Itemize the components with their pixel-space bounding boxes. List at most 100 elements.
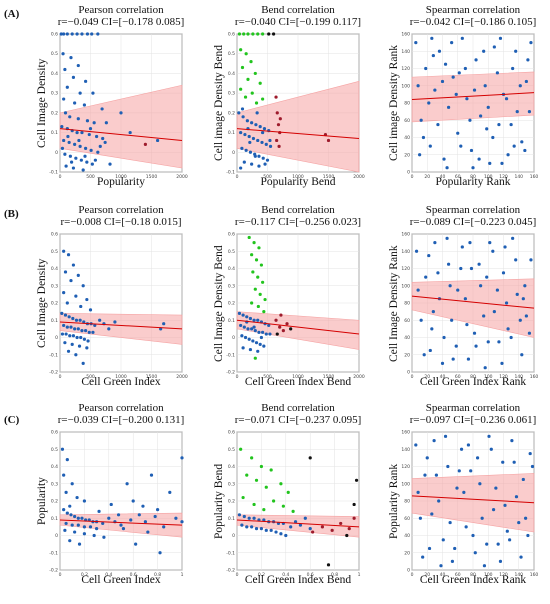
y-tick-label: 0.2 xyxy=(51,110,58,116)
x-tick-label: 20 xyxy=(424,572,430,578)
y-tick-label: 80 xyxy=(404,101,410,107)
data-point xyxy=(250,121,254,125)
x-tick-label: 160 xyxy=(530,374,539,380)
data-point xyxy=(421,555,425,559)
data-point xyxy=(498,559,503,563)
data-point xyxy=(509,122,513,127)
y-tick-label: 0.5 xyxy=(51,447,58,453)
data-point xyxy=(241,346,245,350)
data-point xyxy=(485,275,489,279)
data-point xyxy=(459,144,463,148)
data-point xyxy=(257,246,261,250)
data-point xyxy=(158,551,162,555)
data-point xyxy=(74,318,79,322)
data-point xyxy=(237,111,241,115)
correlation-stat: r=−0.071 CI=[−0.237 0.095] xyxy=(234,414,362,426)
y-tick-label: 0 xyxy=(407,568,410,574)
data-point xyxy=(520,353,524,357)
y-tick-label: -0.1 xyxy=(226,550,235,556)
y-tick-label: 100 xyxy=(401,83,410,89)
correlation-stat: r=−0.049 CI=[−0.178 0.085] xyxy=(57,16,185,28)
x-tick-label: 1000 xyxy=(292,374,304,380)
x-tick-label: 20 xyxy=(424,174,430,180)
data-point xyxy=(251,136,256,141)
correlation-stat: r=−0.089 CI=[−0.223 0.045] xyxy=(409,216,537,228)
data-point xyxy=(79,335,83,340)
data-point xyxy=(339,521,343,526)
data-point xyxy=(108,162,112,166)
y-tick-label: 0.2 xyxy=(51,301,58,307)
data-point xyxy=(414,443,418,447)
data-point xyxy=(92,121,96,125)
data-point xyxy=(486,105,490,109)
data-point xyxy=(98,144,102,148)
x-tick-label: 0.8 xyxy=(154,572,161,578)
x-tick-label: 40 xyxy=(440,572,446,578)
data-point xyxy=(121,527,126,531)
data-point xyxy=(482,49,486,53)
data-point xyxy=(262,344,266,348)
data-point xyxy=(81,168,85,172)
data-point xyxy=(69,160,74,164)
data-point xyxy=(275,332,279,336)
data-point xyxy=(168,490,172,494)
data-point xyxy=(251,32,255,36)
y-tick-label: 0.4 xyxy=(51,266,58,272)
chart-title: Bend correlation xyxy=(261,402,335,414)
data-point xyxy=(91,330,95,334)
data-point xyxy=(261,32,265,36)
data-point xyxy=(521,477,525,482)
data-point xyxy=(67,315,71,319)
data-point xyxy=(81,284,85,288)
y-tick-label: 20 xyxy=(404,352,410,358)
data-point xyxy=(469,148,474,153)
y-tick-label: 0.5 xyxy=(51,51,58,57)
data-point xyxy=(488,241,492,245)
data-point xyxy=(250,327,254,331)
data-point xyxy=(483,366,487,370)
data-point xyxy=(459,447,464,451)
data-point xyxy=(259,263,263,267)
data-point xyxy=(60,146,65,150)
y-tick-label: 0 xyxy=(232,150,235,156)
panel-title: Bend correlation r=−0.040 CI=[−0.199 0.11… xyxy=(208,4,388,28)
data-point xyxy=(441,538,445,542)
data-point xyxy=(504,97,509,101)
data-point xyxy=(63,152,67,156)
data-point xyxy=(515,292,519,296)
x-tick-label: 160 xyxy=(530,572,539,578)
data-point xyxy=(279,532,283,536)
data-point xyxy=(508,538,512,542)
data-point xyxy=(87,132,91,137)
data-point xyxy=(450,559,455,563)
data-point xyxy=(256,349,260,353)
data-point xyxy=(237,311,242,315)
data-point xyxy=(514,49,518,53)
x-tick-label: 0 xyxy=(59,174,62,180)
y-tick-label: 0.5 xyxy=(228,447,235,453)
panel-title: Bend correlation r=−0.117 CI=[−0.256 0.02… xyxy=(208,204,388,228)
data-point xyxy=(66,134,70,139)
x-tick-label: 0.2 xyxy=(81,572,88,578)
y-tick-label: 0 xyxy=(407,370,410,376)
correlation-stat: r=−0.008 CI=[−0.18 0.015] xyxy=(60,216,182,228)
y-tick-label: 60 xyxy=(404,516,410,522)
x-tick-label: 140 xyxy=(514,174,523,180)
data-point xyxy=(416,84,420,88)
data-point xyxy=(250,91,254,95)
data-point xyxy=(256,138,260,143)
data-point xyxy=(85,160,89,164)
data-point xyxy=(60,332,65,336)
data-point xyxy=(258,81,262,85)
y-tick-label: 60 xyxy=(404,118,410,124)
x-tick-label: 80 xyxy=(470,374,476,380)
data-point xyxy=(289,327,293,331)
data-point xyxy=(264,528,268,532)
data-point xyxy=(447,105,451,109)
data-point xyxy=(264,485,268,489)
data-point xyxy=(247,516,251,520)
data-point xyxy=(71,263,76,267)
fit-line xyxy=(411,295,535,309)
data-point xyxy=(143,142,147,146)
y-tick-label: 20 xyxy=(404,152,410,158)
